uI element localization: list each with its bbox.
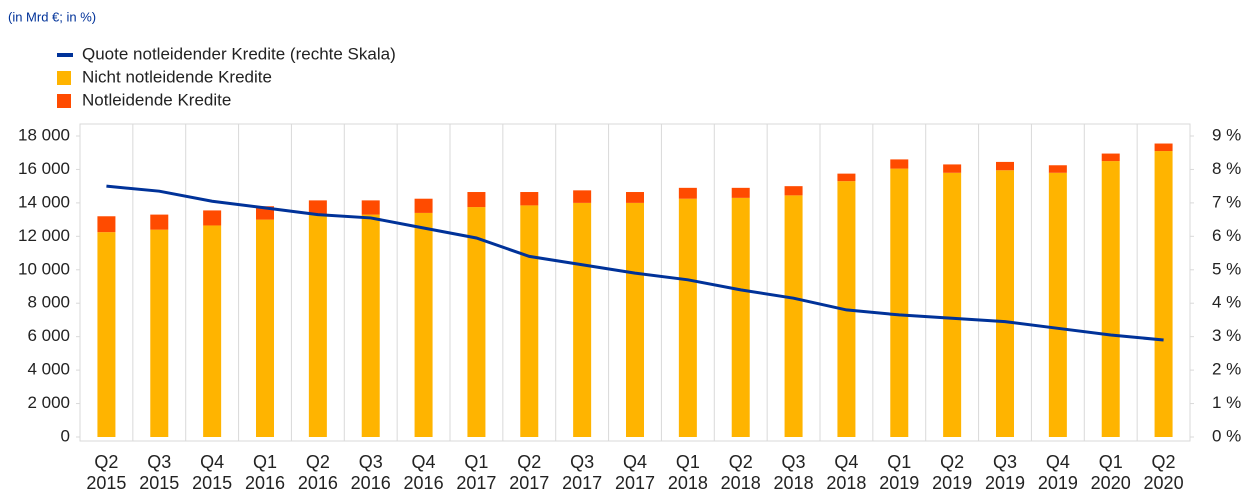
legend-swatch: [57, 53, 73, 57]
legend-swatch: [57, 94, 71, 108]
x-tick-label: Q2 2015: [86, 452, 127, 493]
y2-tick-label: 8 %: [1212, 159, 1241, 178]
bar-segment: [414, 198, 433, 213]
plot-frame: [79, 123, 1191, 442]
bar-segment: [573, 190, 592, 203]
x-tick-label: Q1 2016: [244, 452, 285, 493]
legend-label: Quote notleidender Kredite (rechte Skala…: [82, 44, 396, 63]
bar-segment: [520, 205, 539, 437]
x-tick-label: Q3 2019: [984, 452, 1025, 493]
bar-segment: [97, 216, 116, 233]
bar-segment: [1048, 172, 1067, 438]
line: [106, 184, 1164, 342]
bar-segment: [890, 168, 909, 437]
y-tick-label: 10 000: [18, 259, 70, 278]
bar-segment: [361, 200, 380, 215]
x-tick-label: Q2 2019: [932, 452, 973, 493]
bar-segment: [150, 229, 169, 437]
bar-segment: [943, 164, 962, 173]
x-tick-label: Q4 2019: [1037, 452, 1078, 493]
legend-label: Notleidende Kredite: [82, 90, 231, 109]
y2-tick-label: 3 %: [1212, 326, 1241, 345]
bar-segment: [626, 202, 644, 437]
bar-segment: [1154, 151, 1173, 438]
x-tick-label: Q4 2016: [403, 452, 444, 493]
bar-segment: [890, 159, 909, 169]
bar-segment: [308, 214, 327, 437]
bar-segment: [414, 212, 433, 437]
x-tick-label: Q1 2017: [456, 452, 497, 493]
bar-segment: [467, 207, 486, 437]
bar-segment: [784, 195, 803, 437]
bar-segment: [626, 192, 644, 203]
bar-segment: [361, 214, 380, 437]
x-tick-label: Q3 2017: [562, 452, 603, 493]
bar-segment: [678, 198, 697, 437]
bar-segment: [97, 232, 116, 437]
y-tick-label: 6 000: [27, 326, 70, 345]
bar-segment: [1154, 143, 1173, 152]
legend-label: Nicht notleidende Kredite: [82, 67, 272, 86]
y-tick-label: 0: [61, 426, 70, 445]
bar-segment: [943, 172, 962, 438]
y2-tick-label: 1 %: [1212, 393, 1241, 412]
bar-segment: [1101, 161, 1120, 438]
bar-segment: [678, 187, 697, 199]
bar-segment: [203, 225, 222, 437]
bar-segment: [731, 197, 750, 437]
y2-tick-label: 4 %: [1212, 293, 1241, 312]
y-tick-label: 16 000: [18, 159, 70, 178]
y2-tick-label: 5 %: [1212, 259, 1241, 278]
x-tick-label: Q4 2017: [614, 452, 655, 493]
y-tick-label: 18 000: [18, 125, 70, 144]
x-tick-label: Q4 2018: [826, 452, 867, 493]
y-tick-label: 2 000: [27, 393, 70, 412]
bar-segment: [573, 202, 592, 437]
y-tick-label: 4 000: [27, 360, 70, 379]
bar-segment: [467, 192, 486, 208]
x-tick-label: Q2 2020: [1143, 452, 1184, 493]
bar-segment: [784, 186, 803, 196]
x-tick-label: Q2 2017: [509, 452, 550, 493]
bar-segment: [308, 200, 327, 215]
bar-segment: [520, 192, 539, 206]
chart-subtitle: (in Mrd €; in %): [8, 9, 96, 24]
bar-segment: [996, 170, 1014, 437]
x-tick-label: Q4 2015: [192, 452, 233, 493]
y-tick-label: 12 000: [18, 226, 70, 245]
bar-segment: [996, 161, 1014, 171]
bar-segment: [1101, 153, 1120, 162]
bar-segment: [731, 187, 750, 198]
x-tick-label: Q3 2015: [139, 452, 180, 493]
x-tick-label: Q3 2016: [350, 452, 391, 493]
x-tick-label: Q1 2018: [667, 452, 708, 493]
y2-tick-label: 7 %: [1212, 192, 1241, 211]
x-tick-label: Q1 2020: [1090, 452, 1131, 493]
y-tick-label: 14 000: [18, 192, 70, 211]
x-tick-label: Q1 2019: [879, 452, 920, 493]
bar-segment: [256, 219, 274, 437]
x-tick-label: Q2 2016: [297, 452, 338, 493]
y2-tick-label: 0 %: [1212, 426, 1241, 445]
y-tick-label: 8 000: [27, 293, 70, 312]
x-tick-label: Q3 2018: [773, 452, 814, 493]
y2-tick-label: 2 %: [1212, 360, 1241, 379]
bar-segment: [150, 214, 169, 230]
y2-tick-label: 6 %: [1212, 226, 1241, 245]
x-tick-label: Q2 2018: [720, 452, 761, 493]
legend-swatch: [57, 71, 71, 85]
y2-tick-label: 9 %: [1212, 125, 1241, 144]
bar-segment: [203, 210, 222, 226]
bar-segment: [1048, 165, 1067, 173]
bar-segment: [837, 173, 856, 182]
